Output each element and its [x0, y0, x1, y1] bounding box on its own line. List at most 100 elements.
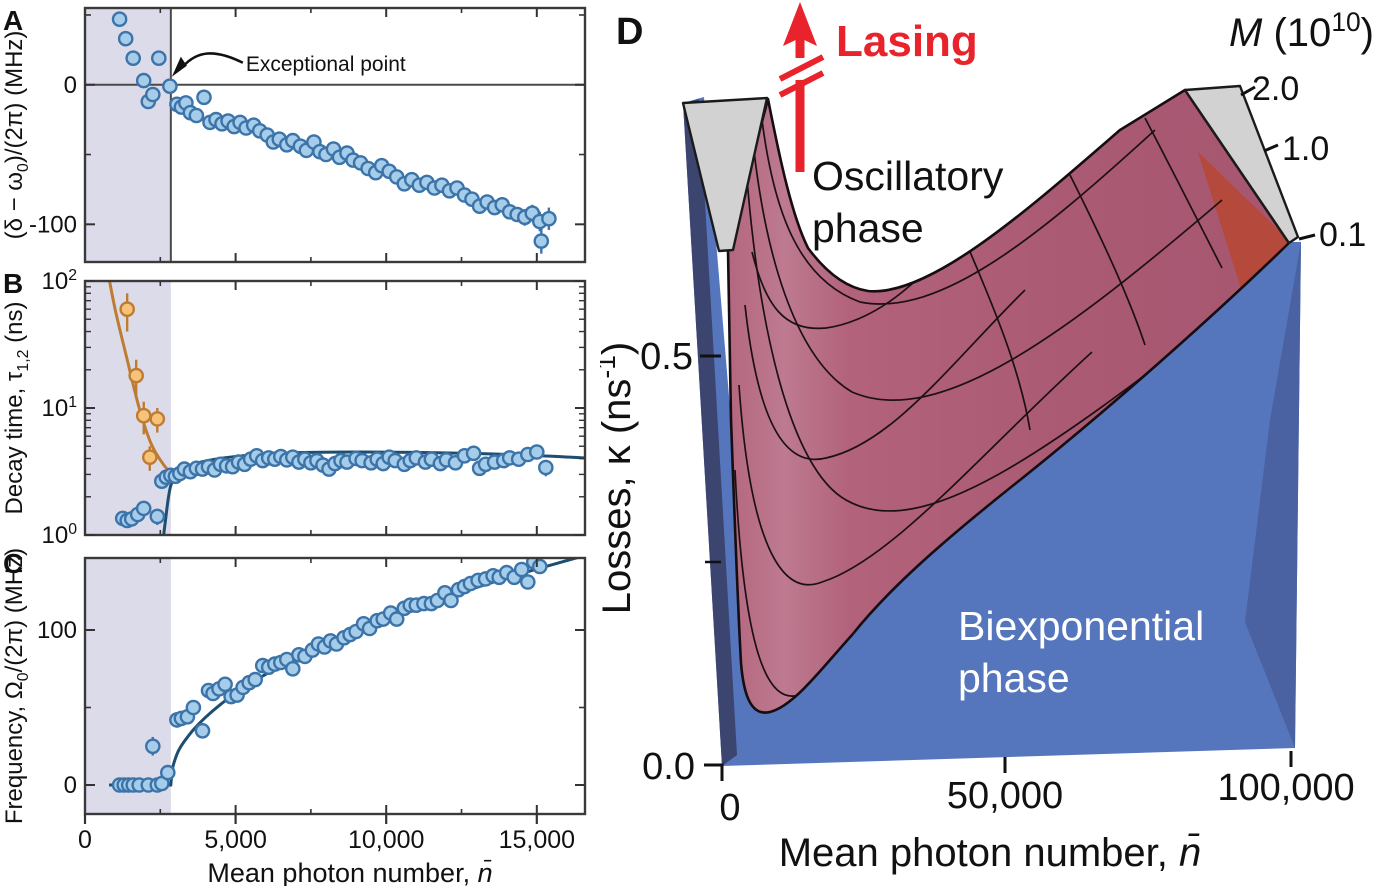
- data-point: [144, 738, 161, 755]
- panel_a-plot: 0 -100 Exceptional point: [29, 6, 587, 264]
- y-tick-label: 102: [41, 267, 77, 295]
- data-point: [443, 592, 459, 609]
- side-wall: [683, 99, 737, 766]
- mesh-line: [759, 102, 1156, 305]
- data-point: [538, 459, 554, 476]
- kappa-tick-label: 0.0: [642, 746, 695, 788]
- data-point: [150, 50, 167, 67]
- data-point: [217, 676, 233, 693]
- mesh-line: [749, 109, 1223, 401]
- data-point: [111, 11, 128, 28]
- biexponential-plane: [683, 97, 1301, 766]
- x-tick-label: 10,000: [348, 826, 424, 854]
- panel_b-ylabel: Decay time, τ1,2 (ns): [1, 302, 32, 515]
- panel-letter-C: C: [3, 548, 23, 579]
- panel_b-data-area: [108, 281, 585, 535]
- data-point: [388, 611, 405, 627]
- exceptional-point-annotation: Exceptional point: [246, 53, 406, 76]
- lasing-arrow-head-icon: [783, 2, 817, 46]
- surface-right-facet: [1198, 152, 1289, 292]
- data-point: [284, 661, 301, 677]
- data-point: [541, 210, 557, 227]
- biexponential-phase-label: Biexponential: [958, 603, 1204, 649]
- data-point: [194, 723, 211, 739]
- data-point: [247, 671, 263, 688]
- lasing-arrow-shaft: [795, 80, 805, 172]
- data-point: [119, 301, 135, 318]
- x-tick-label: 0: [78, 826, 92, 854]
- m-tick: [1240, 85, 1256, 97]
- panels-abc-container: 0 -100 Exceptional point A (δ − ω0)/(2π) (MH…: [0, 0, 600, 886]
- data-point: [141, 449, 158, 466]
- plot-border: [83, 6, 587, 264]
- panel_c-ylabel: Frequency, Ω0/(2π) (MHz): [1, 548, 32, 824]
- n-tick-label: 100,000: [1217, 767, 1354, 809]
- data-point: [135, 500, 152, 517]
- data-point: [125, 50, 141, 67]
- lasing-arrow-shaft: [795, 37, 805, 58]
- data-point: [196, 89, 212, 106]
- oscillatory-phase-label: Oscillatory: [812, 153, 1004, 199]
- x-tick-label: 5,000: [204, 826, 267, 854]
- data-point: [149, 411, 166, 427]
- y-tick-label: 100: [41, 521, 77, 549]
- panel-d-svg: Lasing D M (1010) 2.0 1.0 0.1 Losses, κ (ns-1)…: [591, 2, 1374, 875]
- fit-curve-tau1_fit: [108, 281, 172, 473]
- x-tick-label: 15,000: [499, 826, 575, 854]
- data-point: [513, 561, 530, 578]
- mesh-line: [1069, 174, 1146, 346]
- data-point: [162, 78, 178, 94]
- data-point: [117, 30, 134, 47]
- fit-curve-omega_fit: [109, 558, 582, 787]
- mesh-line: [738, 351, 1093, 586]
- oscillatory-phase-label: phase: [812, 205, 924, 251]
- y-tick-label: -100: [29, 211, 77, 238]
- m-tick-label: 2.0: [1252, 70, 1299, 108]
- data-point: [135, 72, 152, 89]
- kappa-zero-tick: [704, 763, 724, 781]
- data-point: [149, 508, 166, 525]
- plot-border: [83, 556, 587, 816]
- y-tick-label: 0: [64, 772, 77, 799]
- surface-outline: [726, 88, 1291, 714]
- lasing-label: Lasing: [836, 17, 978, 66]
- n-tick-label: 0: [719, 787, 740, 829]
- y-tick-label: 0: [64, 72, 77, 99]
- m-tick: [1263, 143, 1279, 153]
- panel-letter-A: A: [3, 5, 23, 36]
- data-point: [532, 558, 548, 575]
- gray-cut-band: [1183, 84, 1300, 245]
- data-point: [533, 233, 550, 249]
- data-point: [529, 444, 545, 460]
- data-point: [128, 367, 144, 384]
- gray-peak-cap: [681, 96, 769, 253]
- data-point: [520, 574, 536, 590]
- data-point: [159, 764, 176, 781]
- data-point: [185, 699, 202, 716]
- panel_b-plot: 102 101 100: [41, 267, 587, 549]
- y-tick-label: 100: [37, 617, 77, 644]
- m-axis-label: M (1010): [1229, 7, 1374, 55]
- x-axis-label: Mean photon number, n̄: [207, 858, 492, 886]
- data-point: [465, 445, 482, 462]
- kappa-axis-label: Losses, κ (ns-1): [600, 342, 639, 614]
- panel_a-data-area: [111, 11, 557, 254]
- panel_a-ylabel: (δ − ω0)/(2π) (MHz): [1, 31, 32, 240]
- plane-dark-edge: [1245, 242, 1301, 748]
- arrow-break-icon: [778, 54, 825, 82]
- biexponential-phase-label: phase: [958, 655, 1070, 701]
- panels-abc-svg: 0 -100 Exceptional point A(δ − ω0)/(2π) (MH…: [1, 5, 587, 886]
- mesh-line: [744, 289, 1026, 461]
- panel-letter-D: D: [616, 11, 643, 53]
- panel-letter-B: B: [3, 268, 23, 299]
- panel_c-data-area: [109, 558, 582, 793]
- m-tick: [1298, 233, 1316, 241]
- mesh-line: [742, 117, 1269, 512]
- shaded-region: [85, 558, 171, 814]
- y-tick-label: 101: [41, 394, 77, 422]
- panel-d-container: Lasing D M (1010) 2.0 1.0 0.1 Losses, κ (ns-1)…: [591, 0, 1376, 886]
- mesh-line: [964, 239, 1031, 431]
- shaded-region: [85, 8, 171, 262]
- m-tick-label: 0.1: [1319, 216, 1366, 254]
